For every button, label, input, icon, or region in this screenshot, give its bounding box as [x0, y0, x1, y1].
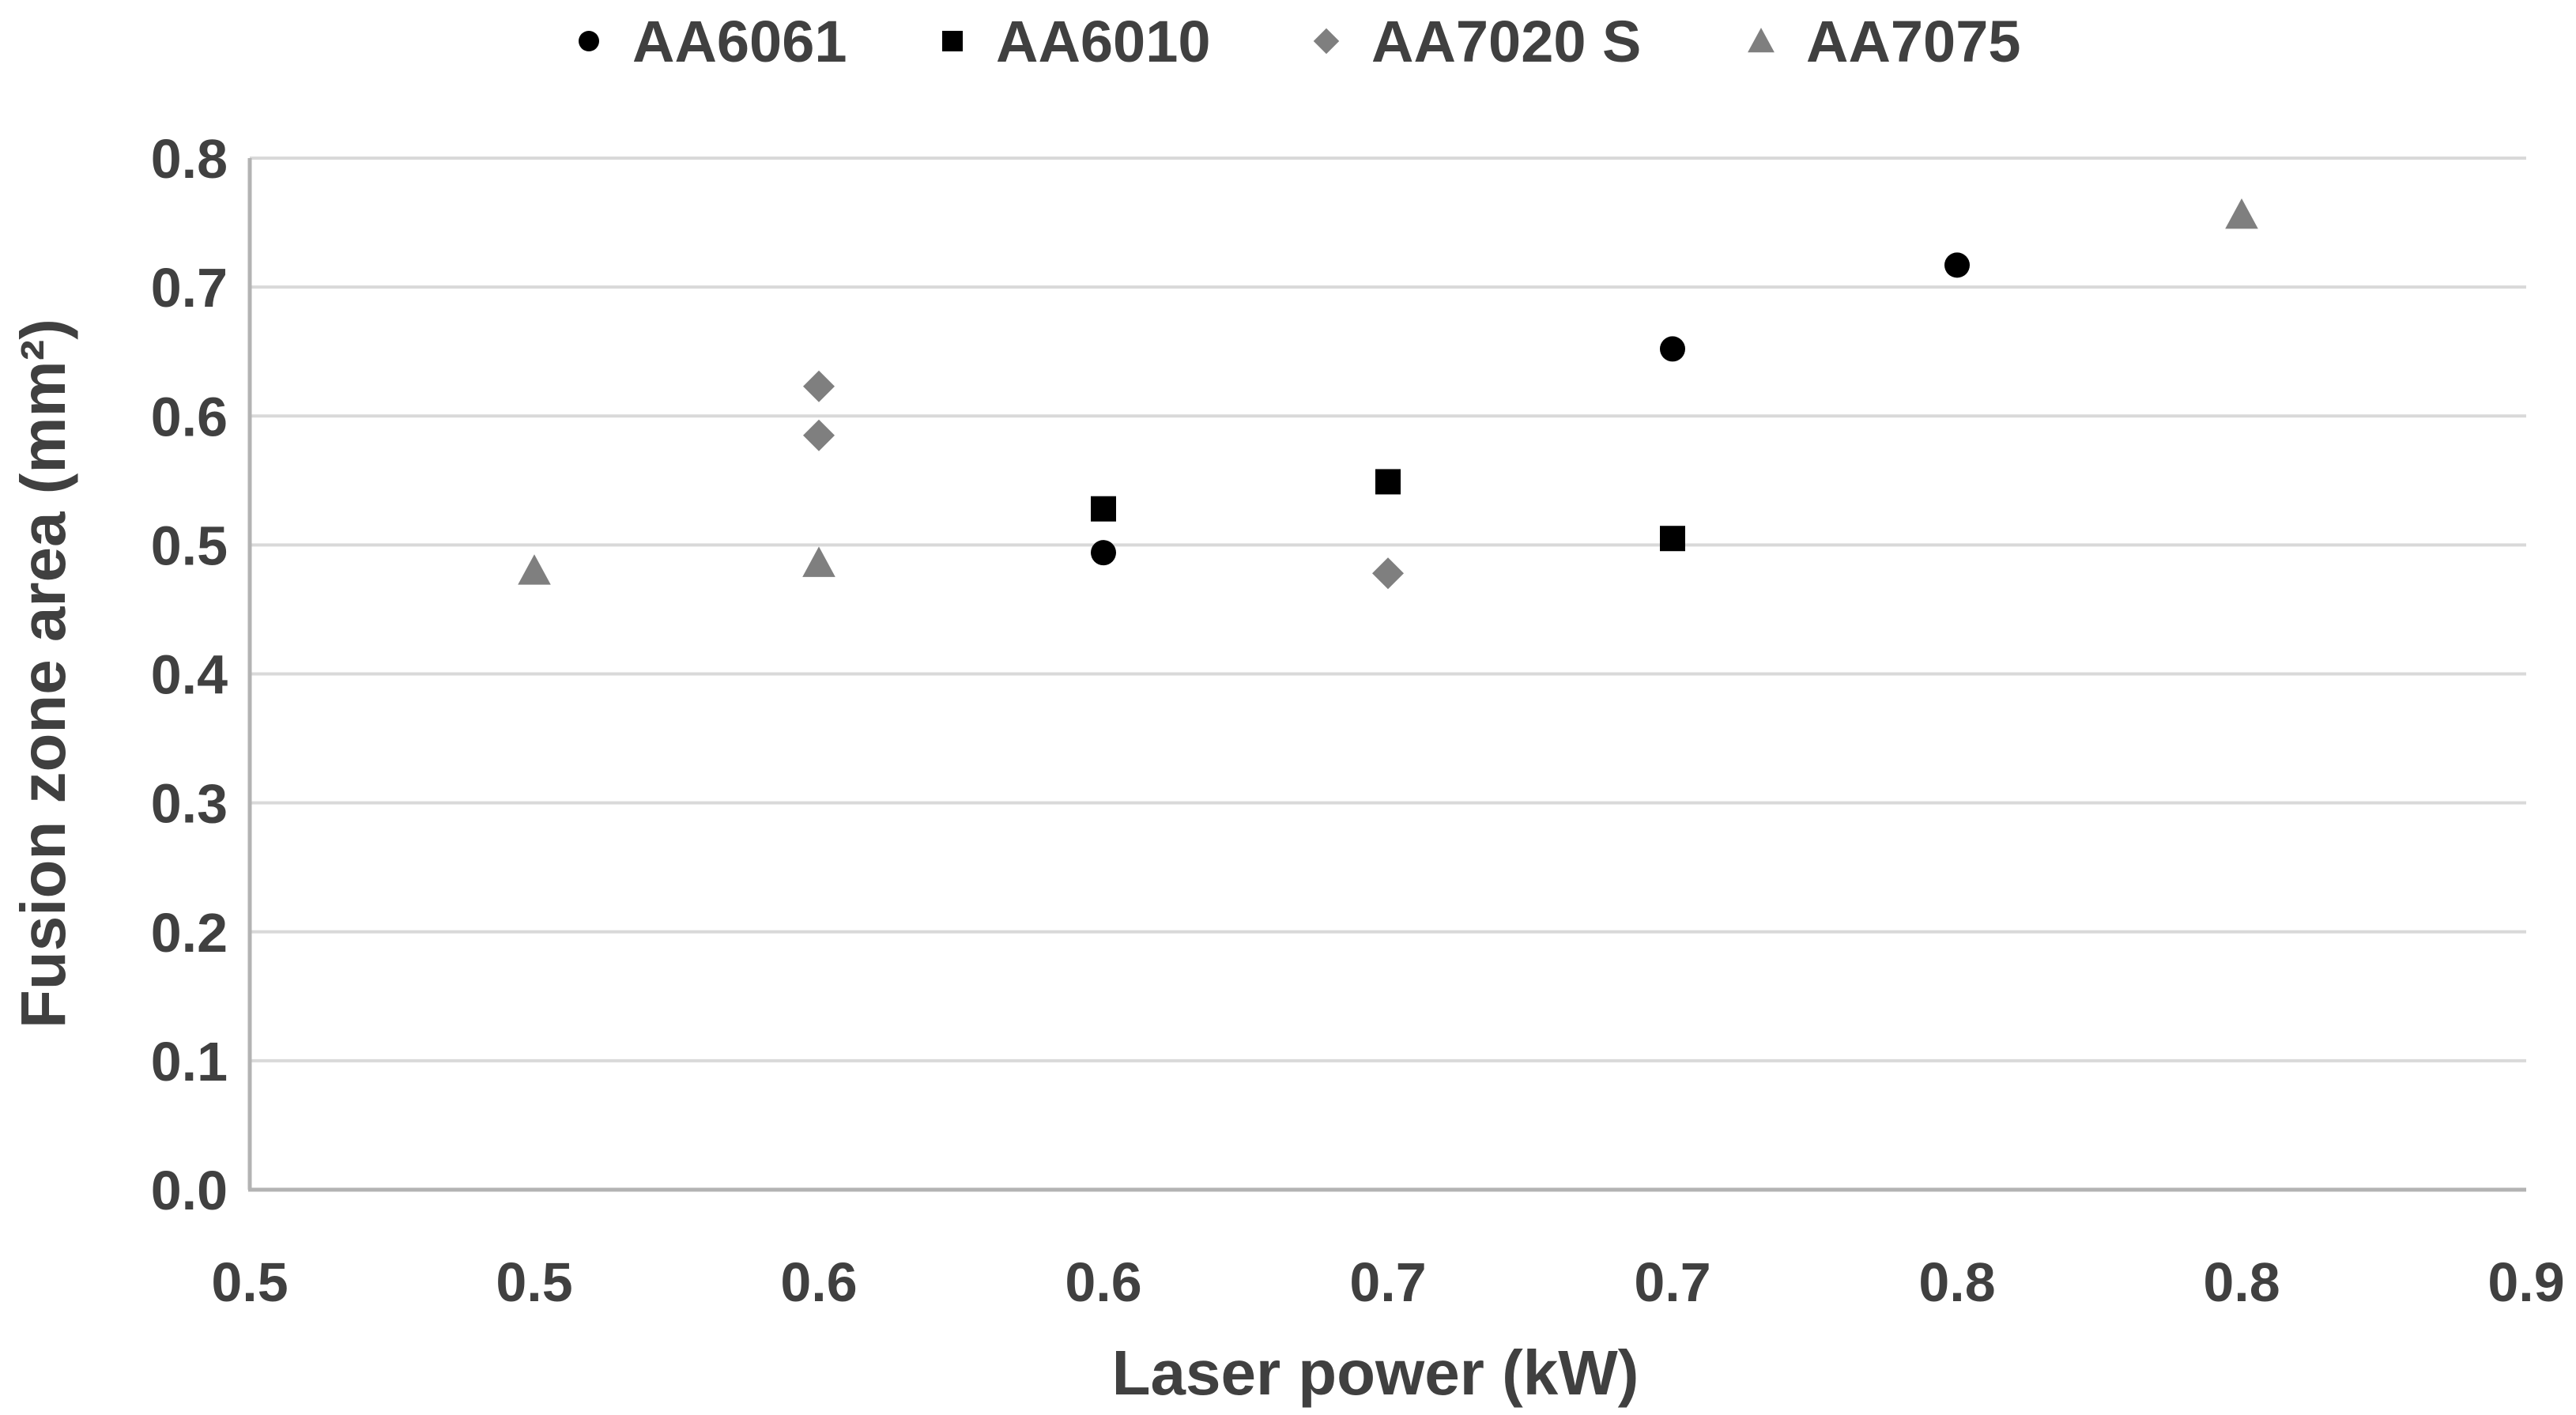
diamond-data-point-marker — [803, 419, 835, 451]
legend-label: AA7075 — [1806, 9, 2021, 74]
legend-item-AA7075: AA7075 — [1748, 9, 2021, 74]
x-tick-label: 0.7 — [1349, 1251, 1426, 1313]
diamond-data-point-marker — [1372, 557, 1404, 590]
y-tick-label: 0.6 — [151, 386, 228, 447]
data-series — [518, 198, 2258, 590]
x-tick-label: 0.5 — [496, 1251, 572, 1313]
y-tick-label: 0.8 — [151, 128, 228, 190]
triangle-data-point-marker — [2225, 198, 2258, 229]
y-tick-label: 0.1 — [151, 1031, 228, 1092]
circle-data-point-marker — [1944, 252, 1970, 278]
series-AA7075 — [518, 198, 2258, 585]
legend-item-AA6010: AA6010 — [942, 9, 1211, 74]
y-axis-tick-labels: 0.0 0.1 0.2 0.3 0.4 0.5 0.6 0.7 0.8 — [151, 128, 228, 1221]
series-AA6010 — [1091, 469, 1685, 552]
triangle-data-point-marker — [802, 546, 835, 577]
diamond-legend-marker-icon — [1313, 28, 1340, 55]
x-tick-label: 0.8 — [2203, 1251, 2280, 1313]
x-tick-label: 0.7 — [1634, 1251, 1710, 1313]
diamond-data-point-marker — [803, 370, 835, 402]
x-axis-title: Laser power (kW) — [1112, 1338, 1639, 1408]
circle-data-point-marker — [1091, 540, 1116, 566]
square-data-point-marker — [1091, 496, 1116, 522]
square-data-point-marker — [1660, 526, 1685, 552]
y-tick-label: 0.0 — [151, 1160, 228, 1221]
x-axis-tick-labels: 0.5 0.5 0.6 0.6 0.7 0.7 0.8 0.8 0.9 — [211, 1251, 2564, 1313]
legend-item-AA6061: AA6061 — [579, 9, 847, 74]
x-tick-label: 0.5 — [211, 1251, 288, 1313]
series-AA6061 — [1091, 252, 1970, 566]
legend: AA6061 AA6010 AA7020 S AA7075 — [579, 9, 2021, 74]
axes — [247, 158, 2526, 1192]
square-legend-marker-icon — [942, 31, 963, 51]
legend-label: AA6010 — [996, 9, 1211, 74]
gridlines — [250, 157, 2526, 1062]
triangle-legend-marker-icon — [1748, 28, 1775, 53]
legend-item-AA7020-S: AA7020 S — [1313, 9, 1641, 74]
y-tick-label: 0.2 — [151, 902, 228, 964]
circle-data-point-marker — [1660, 336, 1685, 362]
legend-label: AA7020 S — [1371, 9, 1641, 74]
circle-legend-marker-icon — [579, 31, 599, 51]
square-data-point-marker — [1375, 469, 1401, 495]
x-tick-label: 0.9 — [2487, 1251, 2564, 1313]
x-tick-label: 0.6 — [780, 1251, 857, 1313]
y-tick-label: 0.7 — [151, 257, 228, 319]
y-tick-label: 0.3 — [151, 773, 228, 835]
y-axis-title: Fusion zone area (mm²) — [8, 319, 78, 1028]
y-tick-label: 0.5 — [151, 515, 228, 576]
legend-label: AA6061 — [632, 9, 847, 74]
triangle-data-point-marker — [518, 554, 551, 585]
x-tick-label: 0.8 — [1918, 1251, 1995, 1313]
y-tick-label: 0.4 — [151, 644, 228, 706]
x-tick-label: 0.6 — [1065, 1251, 1141, 1313]
series-AA7020-S — [803, 370, 1404, 590]
